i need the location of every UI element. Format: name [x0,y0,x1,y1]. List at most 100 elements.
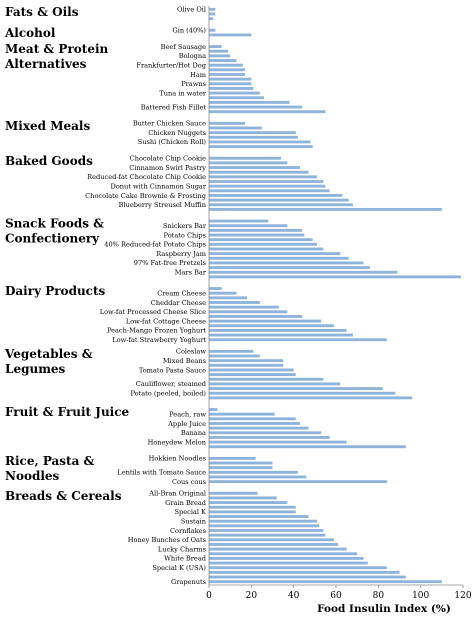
bar [209,33,252,37]
x-axis-title: Food Insulin Index (%) [317,603,451,615]
bar-label: Grain Bread [165,499,207,507]
bar [209,189,330,193]
bar [209,63,243,67]
bar [209,17,214,21]
bar [209,252,341,256]
x-tick-label: 40 [288,591,300,601]
bar [209,135,298,139]
bar [209,45,222,48]
bar-label: Cous cous [172,478,207,486]
bar-label: Grapenuts [171,578,207,586]
bar [209,377,324,381]
bar [209,363,284,367]
bar [209,54,231,58]
bar [209,73,245,76]
bar [209,296,248,300]
bar-label: Tomato Pasta Sauce [139,366,206,374]
bar [209,396,413,400]
bar-label: Bologna [179,52,206,60]
bar [209,466,273,470]
category-label: Breads & Cereals [5,489,122,503]
bar [209,7,216,11]
category-label: Dairy Products [5,284,106,298]
bar [209,126,262,130]
bar [209,391,396,395]
bar [209,349,254,353]
bar-label: Low-fat Cottage Cheese [126,317,206,325]
bar [209,310,288,314]
bar-label: Donut with Cinnamon Sugar [111,182,207,190]
bar [209,519,317,523]
bar [209,207,442,211]
bar [209,224,288,228]
bar [209,203,353,207]
bar-label: Cream Cheese [157,289,206,297]
bar [209,68,245,72]
bar [209,100,290,104]
bar-label: Chocolate Cake Brownie & Frosting [85,192,207,200]
category-label: Alcohol [4,26,56,40]
bar [209,359,284,363]
bar [209,238,313,242]
bar [209,305,279,309]
bar [209,529,324,532]
bar [209,287,222,290]
bar [209,275,461,279]
category-label: Rice, Pasta & Noodles [5,454,95,483]
bar [209,538,334,542]
bar [209,28,216,32]
bar-label: Sushi (Chicken Roll) [138,138,207,146]
bar [209,315,303,318]
bar [209,247,324,251]
bar-label: Peach-Mango Frozen Yoghurt [107,327,206,335]
bar [209,12,216,16]
bar-label: Mars Bar [175,269,207,277]
bar [209,505,296,509]
bar-label: Raspberry Jam [156,250,206,258]
bar [209,319,322,323]
bar-label: Lucky Charms [158,545,207,553]
bar [209,368,294,372]
bar [209,219,269,223]
bar [209,491,258,495]
bar [209,198,349,202]
category-label: Baked Goods [5,154,93,168]
bar-label: Honey Bunches of Oats [128,536,207,544]
bar-label: 40% Reduced-fat Potato Chips [104,241,206,249]
bar [209,422,301,425]
bar-label: Cornflakes [170,527,207,535]
bar-labels-layer: Olive Oil Gin (40%) Beef SausageBolognaFra… [85,6,207,586]
bar-label: Special K (USA) [152,564,206,572]
bar [209,382,341,386]
bar-label: 97% Fat-free Pretzels [134,259,207,267]
bar [209,475,307,479]
bar [209,417,296,421]
category-label: Snack Foods & Confectionery [5,217,104,246]
category-label: Fruit & Fruit Juice [5,405,130,419]
bar-label: Olive Oil [177,6,206,14]
bar-label: Ham [190,71,207,79]
x-tick-label: 60 [330,591,342,601]
bar [209,49,229,53]
bar [209,547,347,551]
bar [209,387,383,391]
category-labels-layer: Fats & Oils Alcohol Meat & Protein Alternat… [4,5,130,503]
bar-label: White Bread [164,555,207,563]
bar [209,266,370,270]
bar [209,242,317,246]
bar [209,373,296,377]
bar [209,510,296,514]
bar [209,580,442,584]
bar [209,121,245,125]
bar [209,408,218,411]
bar-label: Mixed Beans [163,357,207,365]
bar [209,333,353,337]
bar [209,556,364,560]
bar [209,166,301,169]
bar [209,445,406,449]
bar-label: Low-fat Strawberry Yoghurt [112,336,206,344]
bar-label: Potato Chips [164,231,207,239]
bar [209,354,260,358]
bar [209,524,320,528]
